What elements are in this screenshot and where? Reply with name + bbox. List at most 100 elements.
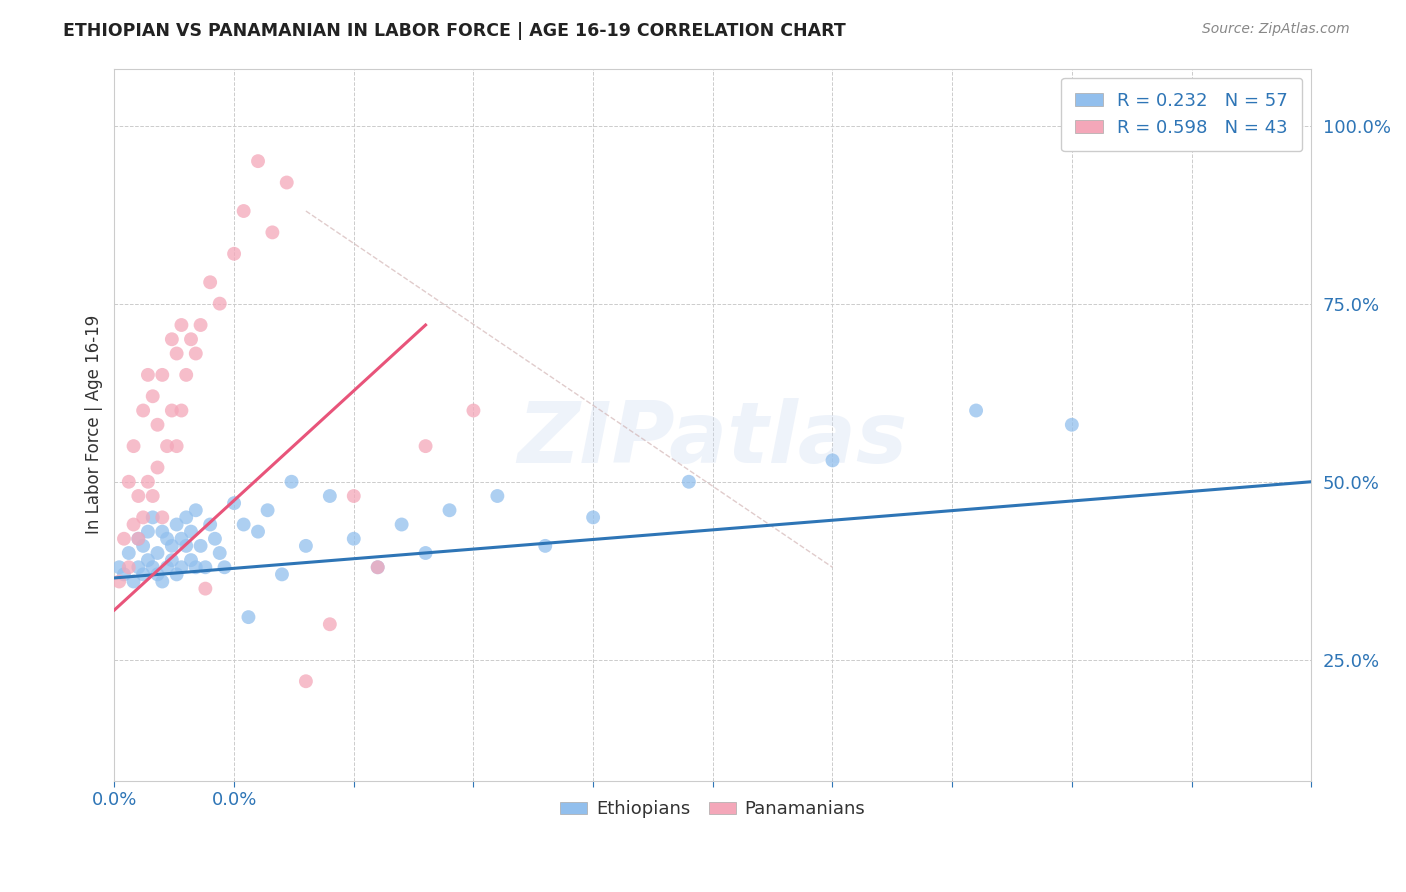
Point (132, 510, 155, 524)
Point (439, 503, 461, 517)
Point (190, 539, 212, 553)
Point (132, 539, 155, 553)
Point (108, 560, 131, 574)
Point (367, 560, 389, 574)
Point (295, 674, 318, 689)
Point (295, 539, 318, 553)
Point (132, 403, 155, 417)
Point (534, 539, 557, 553)
Point (222, 246, 245, 260)
Point (166, 346, 188, 360)
Point (208, 546, 231, 560)
Text: ZIPatlas: ZIPatlas (517, 398, 908, 481)
Point (174, 368, 197, 382)
Point (118, 546, 141, 560)
Point (146, 417, 169, 432)
Point (174, 510, 197, 524)
Point (222, 496, 245, 510)
Point (136, 368, 159, 382)
Point (122, 517, 145, 532)
Point (142, 489, 165, 503)
Point (160, 539, 183, 553)
Point (150, 510, 173, 524)
Point (170, 560, 193, 574)
Point (678, 475, 700, 489)
Point (319, 489, 342, 503)
Point (415, 546, 437, 560)
Point (112, 532, 135, 546)
Point (1060, 417, 1083, 432)
Point (170, 403, 193, 417)
Point (486, 489, 509, 503)
Point (208, 296, 231, 310)
Point (127, 532, 149, 546)
Point (150, 368, 173, 382)
Point (256, 503, 278, 517)
Point (136, 553, 159, 567)
Point (276, 176, 298, 190)
Point (118, 560, 141, 574)
Y-axis label: In Labor Force | Age 16-19: In Labor Force | Age 16-19 (86, 315, 103, 534)
Point (127, 560, 149, 574)
Point (180, 332, 202, 346)
Text: ETHIOPIAN VS PANAMANIAN IN LABOR FORCE | AGE 16-19 CORRELATION CHART: ETHIOPIAN VS PANAMANIAN IN LABOR FORCE |… (63, 22, 846, 40)
Point (156, 560, 179, 574)
Point (108, 574, 131, 589)
Point (319, 617, 342, 632)
Point (122, 439, 145, 453)
Point (142, 389, 165, 403)
Point (160, 403, 183, 417)
Point (166, 439, 188, 453)
Point (180, 524, 202, 539)
Point (415, 439, 437, 453)
Point (184, 346, 207, 360)
Point (170, 532, 193, 546)
Point (343, 489, 366, 503)
Point (156, 439, 179, 453)
Point (166, 567, 188, 582)
Point (343, 532, 366, 546)
Point (142, 510, 165, 524)
Point (127, 489, 149, 503)
Point (146, 460, 169, 475)
Point (156, 532, 179, 546)
Point (132, 567, 155, 582)
Point (247, 154, 270, 169)
Point (194, 560, 217, 574)
Point (198, 517, 221, 532)
Point (136, 475, 159, 489)
Point (262, 226, 284, 240)
Point (170, 318, 193, 332)
Text: Source: ZipAtlas.com: Source: ZipAtlas.com (1202, 22, 1350, 37)
Point (146, 546, 169, 560)
Point (122, 574, 145, 589)
Legend: Ethiopians, Panamanians: Ethiopians, Panamanians (553, 793, 873, 825)
Point (821, 453, 844, 467)
Point (146, 567, 169, 582)
Point (166, 517, 188, 532)
Point (150, 574, 173, 589)
Point (232, 517, 254, 532)
Point (180, 553, 202, 567)
Point (463, 403, 485, 417)
Point (142, 560, 165, 574)
Point (280, 475, 302, 489)
Point (232, 204, 254, 219)
Point (965, 403, 987, 417)
Point (247, 524, 270, 539)
Point (238, 610, 260, 624)
Point (127, 532, 149, 546)
Point (150, 524, 173, 539)
Point (204, 532, 226, 546)
Point (194, 582, 217, 596)
Point (160, 553, 183, 567)
Point (184, 503, 207, 517)
Point (198, 275, 221, 289)
Point (190, 318, 212, 332)
Point (118, 475, 141, 489)
Point (160, 332, 183, 346)
Point (582, 510, 605, 524)
Point (112, 567, 135, 582)
Point (184, 560, 207, 574)
Point (214, 560, 236, 574)
